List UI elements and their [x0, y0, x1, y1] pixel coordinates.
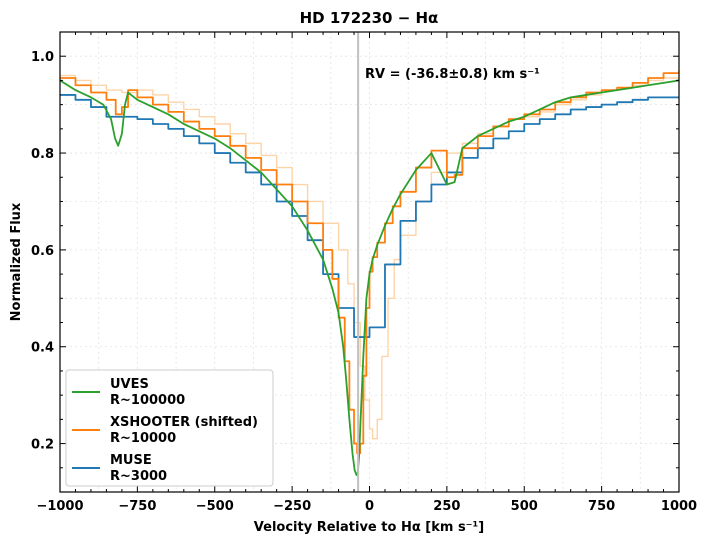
- series-line-0: [60, 79, 679, 476]
- y-tick-label: 0.6: [31, 244, 54, 259]
- x-tick-label: 250: [433, 499, 460, 514]
- legend-box: [65, 369, 274, 487]
- legend-label: UVES: [110, 377, 149, 392]
- x-tick-label: −500: [196, 499, 234, 514]
- series-line-1: [60, 70, 679, 455]
- series-line-2: [60, 74, 679, 440]
- y-tick-label: 0.2: [31, 438, 54, 453]
- y-tick-label: 0.4: [31, 341, 54, 356]
- legend-label: MUSE: [110, 453, 152, 468]
- x-tick-label: 500: [511, 499, 538, 514]
- x-tick-label: 1000: [661, 499, 697, 514]
- y-tick-label: 0.8: [31, 147, 54, 162]
- rv-annotation: RV = (-36.8±0.8) km s⁻¹: [365, 67, 540, 82]
- x-tick-label: −750: [118, 499, 156, 514]
- x-axis-label: Velocity Relative to Hα [km s⁻¹]: [254, 520, 484, 535]
- x-tick-label: −1000: [36, 499, 83, 514]
- legend-label: R~10000: [110, 431, 176, 446]
- x-tick-label: 0: [365, 499, 374, 514]
- series-layer: [60, 70, 679, 476]
- legend-label: XSHOOTER (shifted): [110, 415, 258, 430]
- y-tick-label: 1.0: [31, 50, 54, 65]
- legend-label: R~3000: [110, 469, 167, 484]
- series-line-3: [60, 94, 679, 338]
- x-tick-label: 750: [588, 499, 615, 514]
- y-axis-label: Normalized Flux: [9, 202, 24, 321]
- chart-title: HD 172230 − Hα: [300, 9, 439, 27]
- x-tick-label: −250: [273, 499, 311, 514]
- legend-label: R~100000: [110, 393, 185, 408]
- axis-ticks: −1000 −750 −500 −250 0 250 500 750 1000 0.2 0.4 0.6…: [31, 32, 697, 514]
